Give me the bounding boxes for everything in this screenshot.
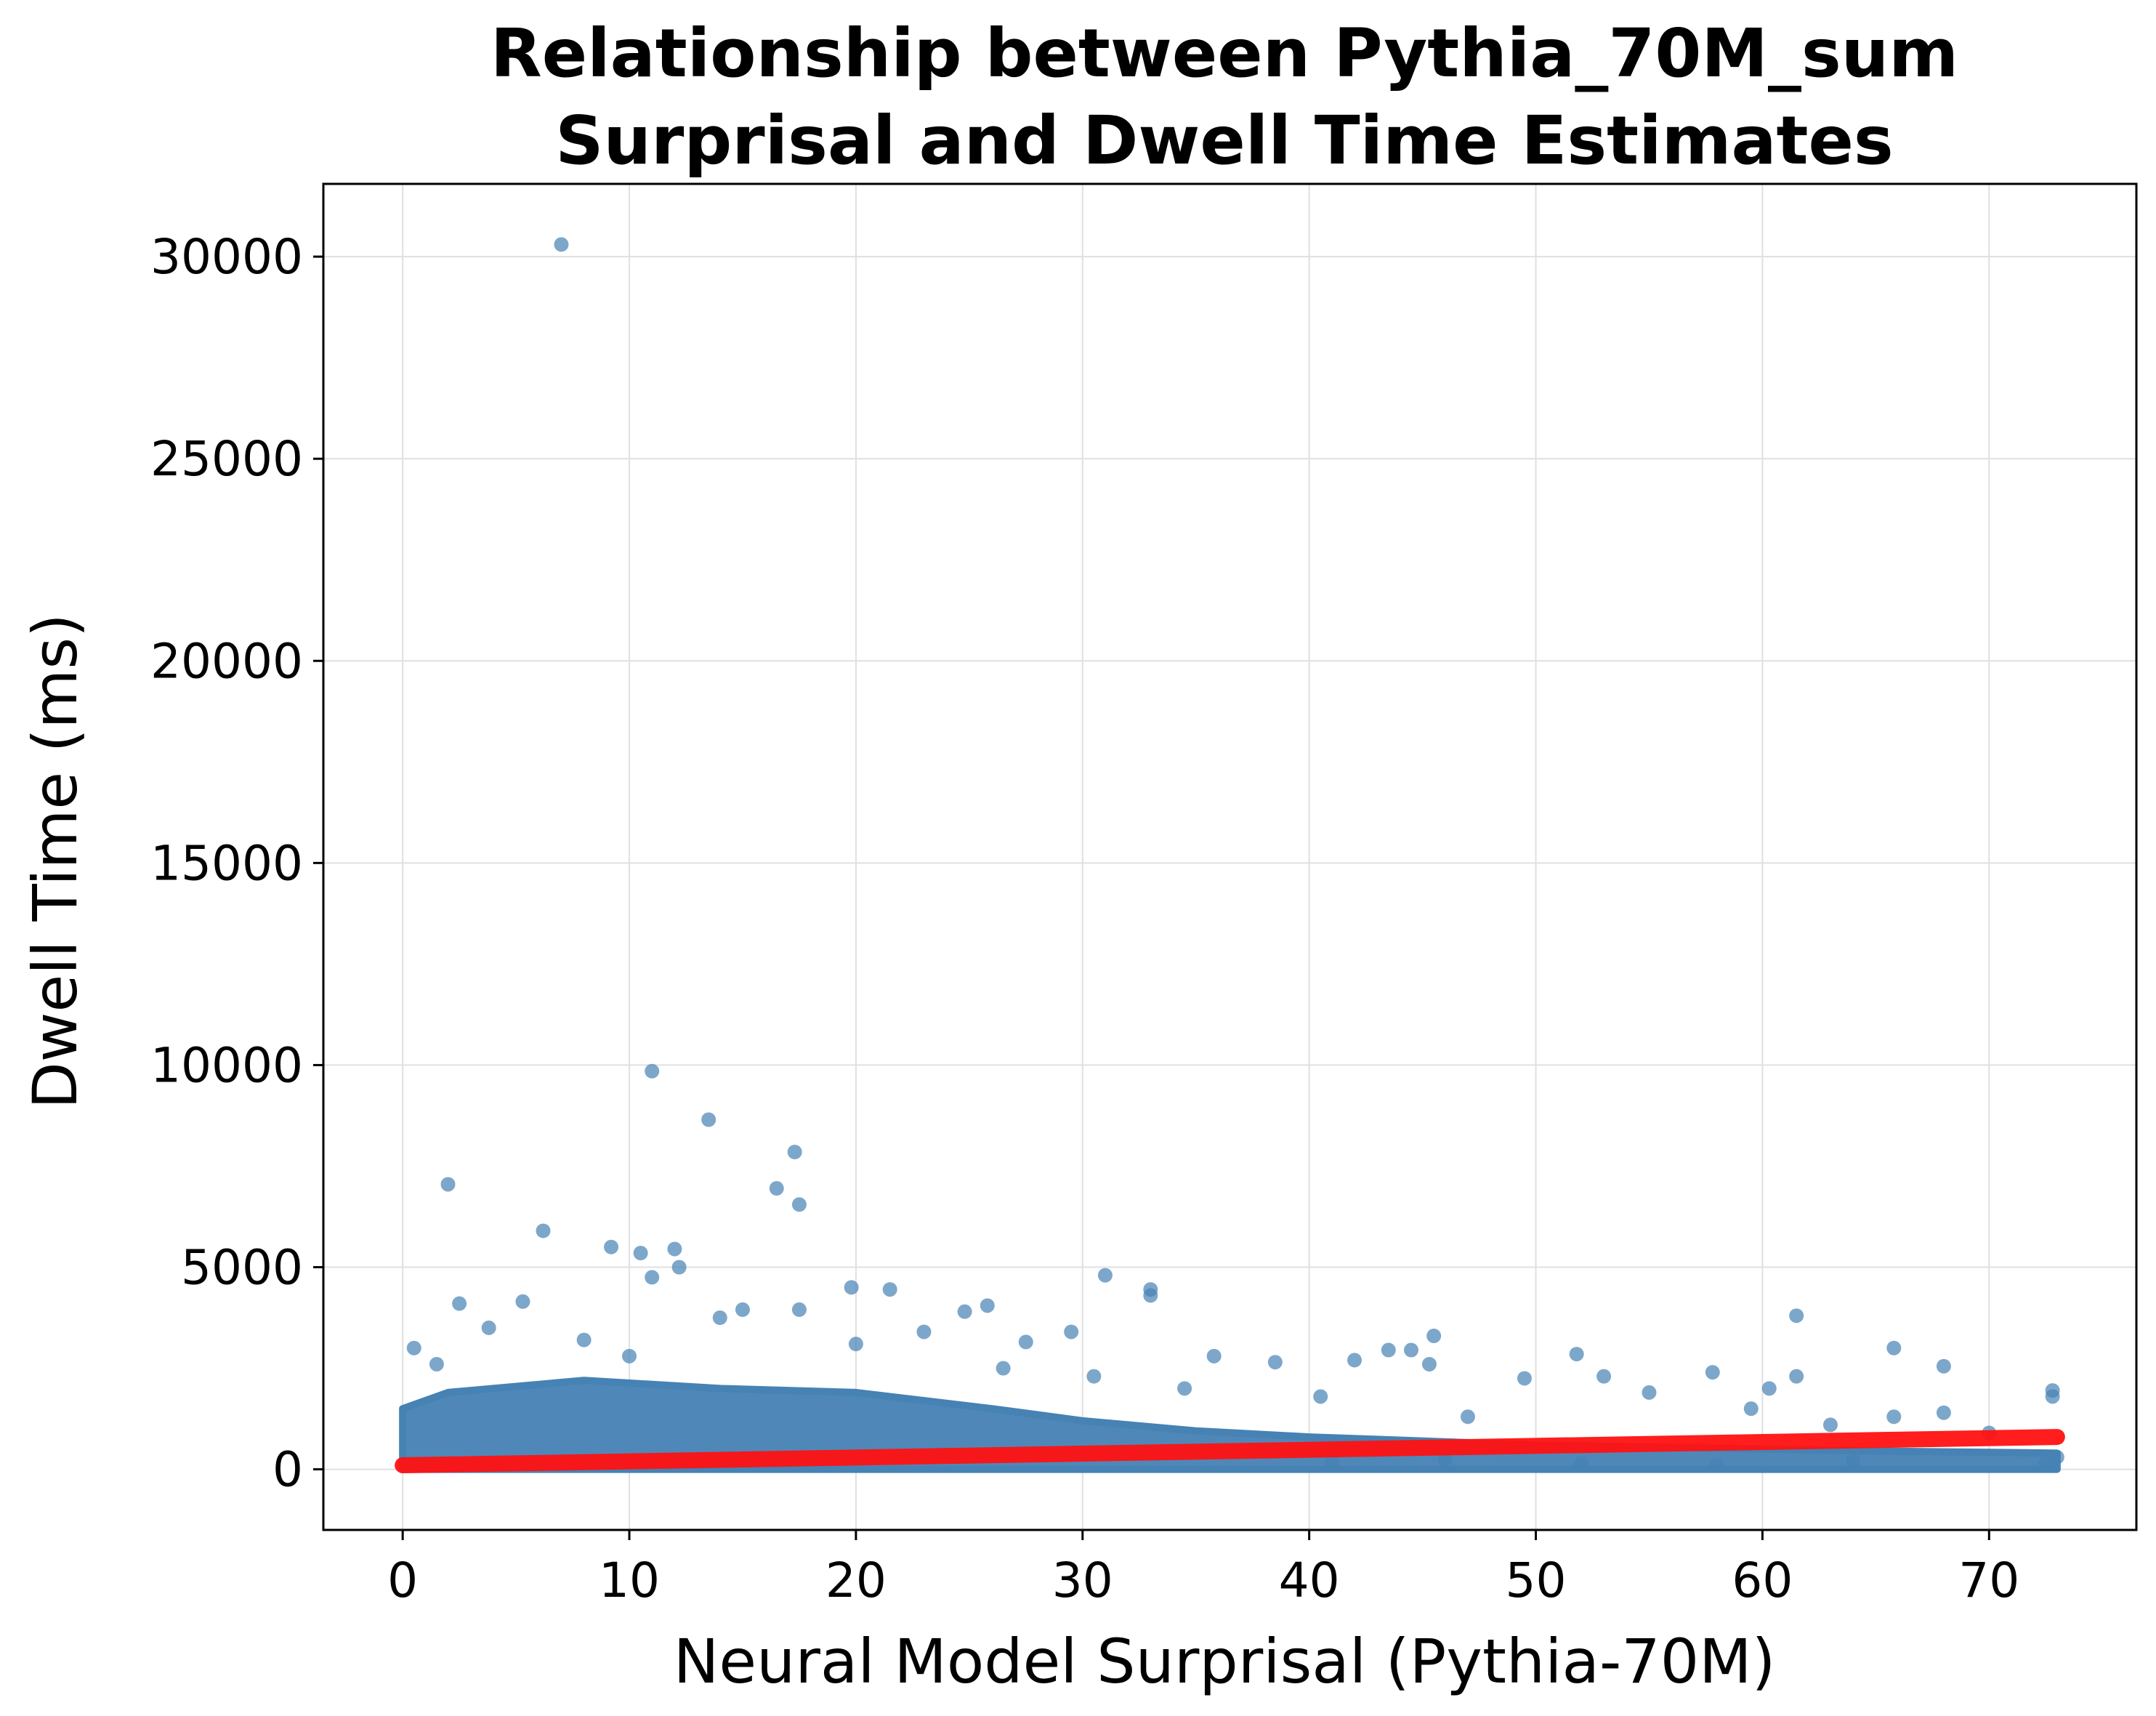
scatter-point bbox=[645, 1270, 660, 1285]
scatter-point bbox=[1846, 1454, 1861, 1469]
scatter-point bbox=[1789, 1308, 1804, 1324]
scatter-point bbox=[576, 1332, 592, 1348]
scatter-point bbox=[1886, 1340, 1902, 1356]
scatter-point bbox=[2049, 1449, 2064, 1465]
scatter-point bbox=[1936, 1358, 1951, 1374]
x-tick-label: 40 bbox=[1279, 1552, 1340, 1608]
x-tick-label: 0 bbox=[387, 1552, 418, 1608]
scatter-point bbox=[536, 1223, 551, 1238]
scatter-point bbox=[1460, 1409, 1475, 1425]
scatter-point bbox=[440, 1177, 456, 1192]
scatter-point bbox=[1313, 1389, 1328, 1404]
scatter-point bbox=[645, 1063, 660, 1079]
scatter-point bbox=[1426, 1329, 1442, 1344]
scatter-point bbox=[1886, 1409, 1902, 1425]
scatter-point bbox=[735, 1302, 750, 1317]
y-tick-label: 10000 bbox=[150, 1037, 303, 1093]
scatter-point bbox=[769, 1181, 784, 1196]
scatter-point bbox=[791, 1197, 807, 1212]
scatter-point bbox=[452, 1296, 467, 1311]
scatter-point bbox=[671, 1260, 687, 1275]
scatter-point bbox=[481, 1320, 496, 1335]
regression-line-group bbox=[395, 1429, 2065, 1474]
scatter-point bbox=[604, 1239, 619, 1254]
x-tick-label: 10 bbox=[599, 1552, 660, 1608]
scatter-point bbox=[882, 1282, 897, 1297]
scatter-point bbox=[916, 1324, 932, 1340]
scatter-point bbox=[1936, 1405, 1951, 1420]
x-tick-label: 20 bbox=[825, 1552, 887, 1608]
scatter-point bbox=[996, 1361, 1011, 1376]
scatter-point bbox=[1267, 1355, 1283, 1370]
scatter-point bbox=[2038, 1456, 2054, 1471]
x-axis-label: Neural Model Surprisal (Pythia-70M) bbox=[674, 1626, 1776, 1697]
scatter-point bbox=[1517, 1371, 1532, 1386]
scatter-point bbox=[622, 1348, 637, 1363]
scatter-point bbox=[848, 1337, 863, 1352]
scatter-point bbox=[1324, 1454, 1339, 1470]
scatter-point bbox=[1437, 1451, 1453, 1467]
scatter-point bbox=[1789, 1369, 1804, 1384]
y-axis-label: Dwell Time (ms) bbox=[20, 613, 91, 1109]
scatter-point bbox=[1573, 1456, 1588, 1471]
x-tick-label: 60 bbox=[1732, 1552, 1793, 1608]
scatter-point bbox=[1710, 1458, 1725, 1473]
scatter-point bbox=[1569, 1347, 1584, 1362]
y-tick-label: 30000 bbox=[150, 229, 303, 285]
scatter-point bbox=[1642, 1385, 1657, 1400]
scatter-point bbox=[1743, 1401, 1759, 1417]
y-tick-label: 20000 bbox=[150, 633, 303, 689]
scatter-point bbox=[1421, 1356, 1437, 1371]
scatter-point bbox=[1705, 1365, 1720, 1380]
scatter-point bbox=[1404, 1342, 1418, 1358]
scatter-point bbox=[429, 1356, 444, 1371]
x-tick-label: 70 bbox=[1958, 1552, 2019, 1608]
scatter-point bbox=[701, 1112, 716, 1127]
scatter-point bbox=[554, 237, 569, 252]
scatter-point bbox=[1086, 1369, 1102, 1384]
scatter-points bbox=[406, 237, 2064, 1473]
scatter-point bbox=[844, 1280, 859, 1295]
scatter-point bbox=[791, 1302, 807, 1317]
y-tick-label: 5000 bbox=[181, 1239, 303, 1295]
chart-title-line-2: Surprisal and Dwell Time Estimates bbox=[555, 102, 1893, 180]
scatter-point bbox=[1177, 1381, 1192, 1396]
y-tick-label: 25000 bbox=[150, 431, 303, 487]
scatter-point bbox=[633, 1246, 648, 1261]
grid bbox=[323, 184, 2136, 1530]
scatter-point bbox=[1347, 1353, 1362, 1368]
scatter-point bbox=[1206, 1348, 1222, 1363]
scatter-point bbox=[712, 1310, 727, 1326]
scatter-point bbox=[980, 1298, 995, 1313]
x-tick-label: 50 bbox=[1506, 1552, 1567, 1608]
y-axis-ticks: 0 5000 10000 15000 20000 25000 30000 bbox=[150, 229, 323, 1498]
scatter-point bbox=[2045, 1389, 2060, 1404]
scatter-point bbox=[1143, 1288, 1158, 1303]
y-tick-label: 0 bbox=[272, 1442, 303, 1498]
scatter-point bbox=[515, 1294, 530, 1309]
y-tick-label: 15000 bbox=[150, 835, 303, 891]
scatter-point bbox=[1381, 1342, 1396, 1358]
scatter-point bbox=[787, 1144, 802, 1159]
scatter-point bbox=[667, 1241, 682, 1257]
scatter-point bbox=[1596, 1369, 1612, 1384]
plot-frame bbox=[322, 182, 2138, 1531]
scatter-point bbox=[406, 1340, 421, 1356]
scatter-point bbox=[1097, 1268, 1113, 1283]
scatter-point bbox=[957, 1304, 972, 1319]
scatter-point bbox=[1018, 1334, 1033, 1350]
x-axis-ticks: 0 10 20 30 40 50 60 70 bbox=[387, 1530, 2019, 1608]
x-tick-label: 30 bbox=[1052, 1552, 1113, 1608]
chart-title-line-1: Relationship between Pythia_70M_sum bbox=[490, 15, 1958, 92]
scatter-point bbox=[1822, 1417, 1838, 1433]
regression-line bbox=[395, 1429, 2065, 1474]
scatter-point bbox=[1761, 1381, 1777, 1396]
scatter-point bbox=[1064, 1324, 1079, 1340]
